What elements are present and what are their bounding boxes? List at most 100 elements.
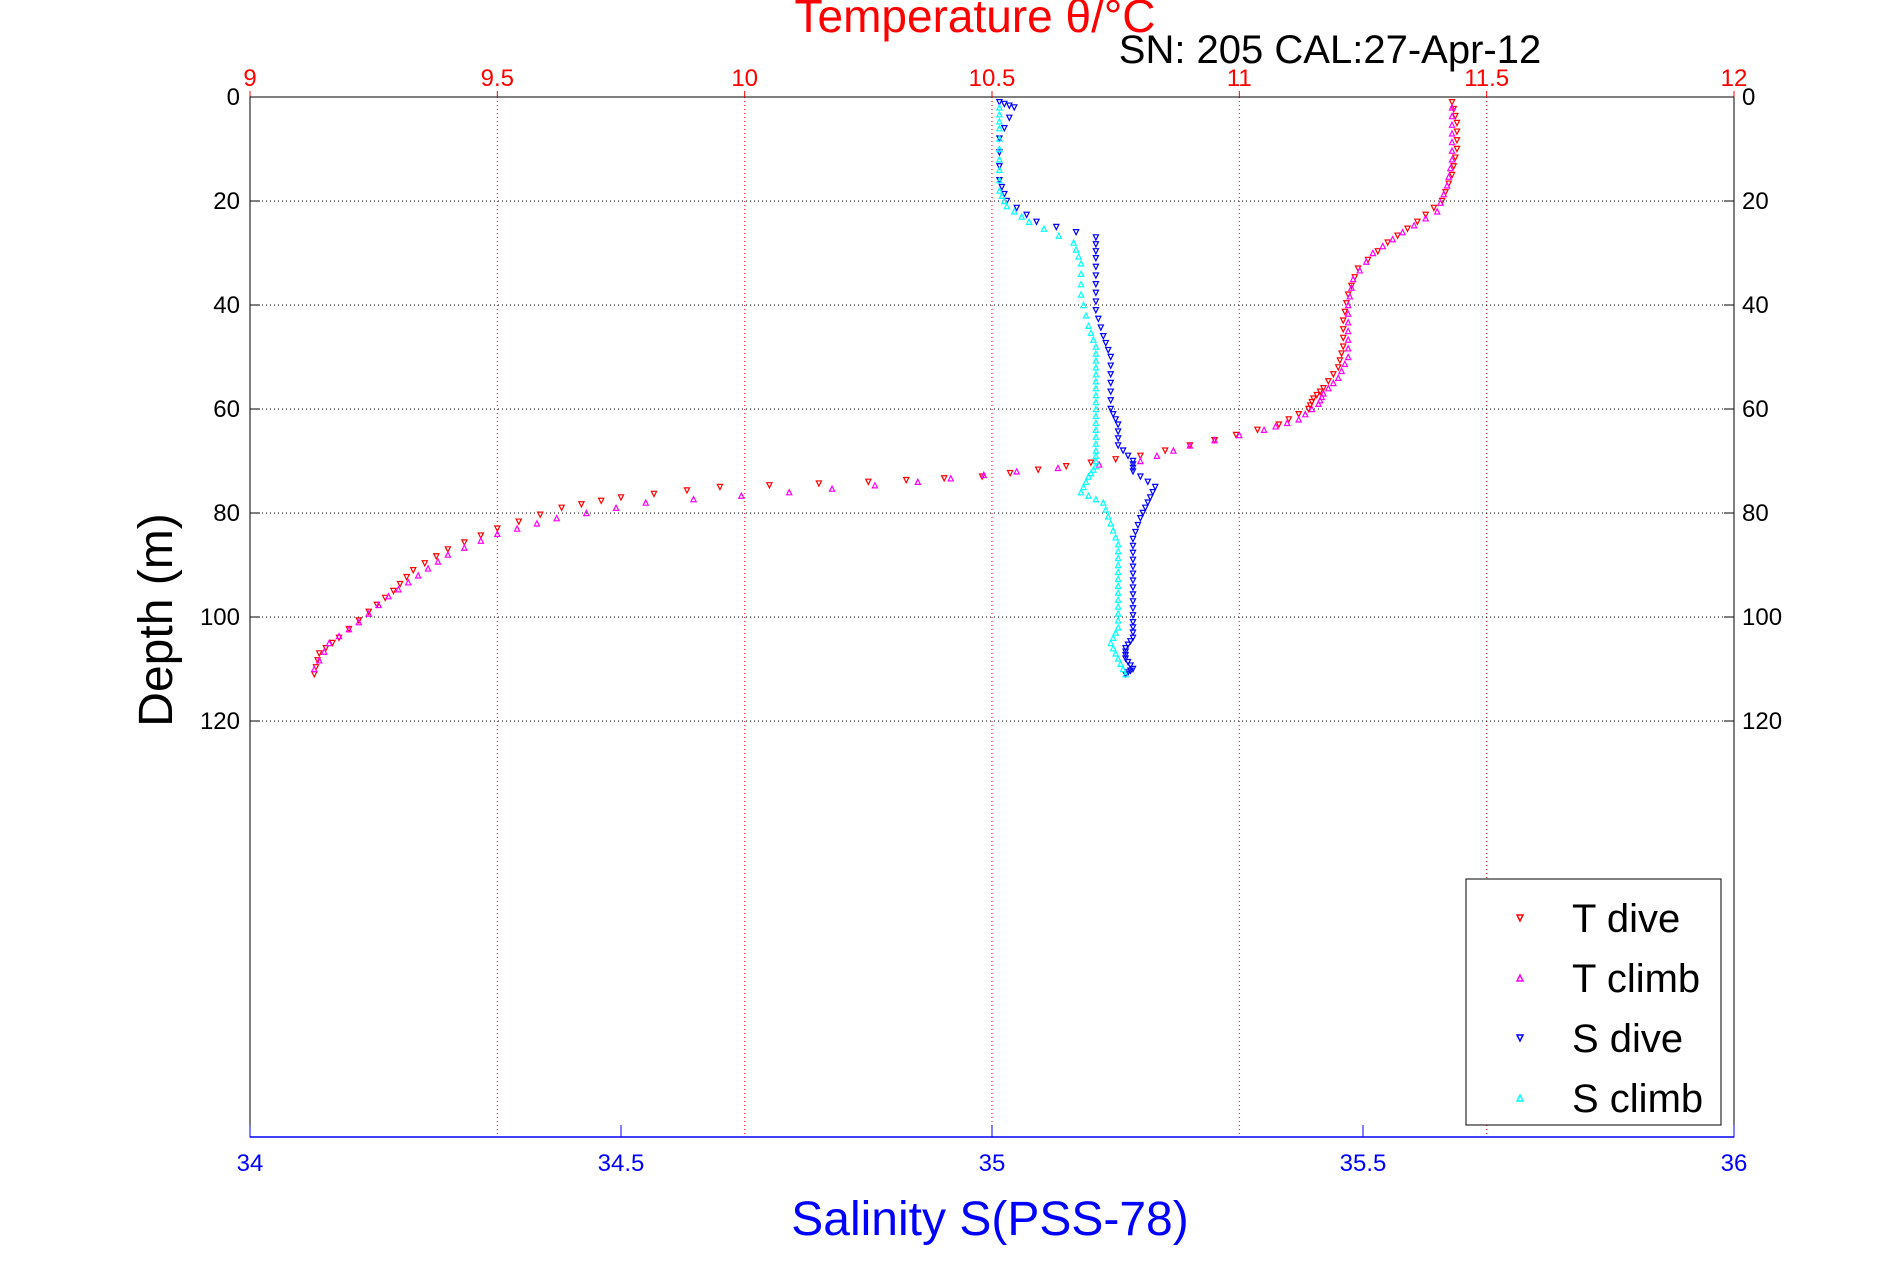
data-point: [1092, 411, 1100, 420]
data-point: [421, 560, 429, 568]
data-point: [1344, 344, 1352, 352]
data-point: [1087, 469, 1095, 477]
data-point: [1124, 669, 1132, 677]
data-point: [1121, 645, 1130, 653]
data-point: [1313, 391, 1321, 400]
data-point: [1109, 526, 1117, 534]
data-point: [477, 532, 485, 540]
data-point: [1124, 452, 1132, 460]
data-point: [1092, 432, 1100, 440]
data-point: [914, 477, 922, 485]
data-point: [1070, 238, 1078, 246]
data-point: [995, 134, 1003, 142]
data-point: [940, 475, 948, 483]
data-point: [1448, 138, 1456, 146]
data-point: [1344, 318, 1352, 326]
data-point: [577, 501, 585, 509]
data-point: [1448, 171, 1456, 179]
data-point: [1410, 221, 1418, 229]
data-point: [365, 608, 373, 616]
data-point: [1318, 392, 1326, 401]
data-point: [1003, 202, 1011, 210]
data-point: [1129, 464, 1137, 472]
data-point: [1314, 399, 1323, 407]
data-point: [1450, 105, 1458, 114]
data-point: [617, 494, 625, 502]
series-t-climb: [310, 103, 1456, 673]
data-point: [1000, 125, 1008, 133]
data-point: [1129, 665, 1137, 673]
legend-marker: [1515, 1034, 1525, 1043]
data-point: [1104, 346, 1112, 355]
data-point: [396, 580, 404, 589]
data-point: [1107, 405, 1115, 413]
data-point: [650, 490, 658, 498]
data-point: [995, 163, 1003, 171]
data-point: [1055, 231, 1063, 239]
data-point: [1422, 211, 1430, 219]
data-point: [1260, 425, 1268, 433]
data-point: [1013, 204, 1021, 212]
salinity-tick-label: 34.5: [598, 1150, 645, 1177]
data-point: [1005, 102, 1013, 110]
depth-tick-label-left: 120: [200, 708, 240, 735]
data-point: [1092, 281, 1100, 289]
data-point: [1272, 422, 1280, 430]
data-point: [1308, 405, 1316, 413]
data-point: [533, 519, 541, 527]
data-point: [1131, 528, 1140, 537]
data-point: [1144, 478, 1152, 486]
salinity-tick-label: 34: [237, 1150, 264, 1177]
data-point: [1129, 624, 1137, 632]
data-point: [1448, 155, 1456, 163]
data-point: [1295, 411, 1303, 419]
data-point: [1092, 495, 1100, 503]
data-point: [1337, 366, 1346, 375]
data-point: [1316, 388, 1324, 396]
data-point: [1114, 609, 1122, 617]
data-point: [515, 518, 523, 526]
data-point: [1006, 469, 1014, 478]
x-axis-label: Salinity S(PSS-78): [791, 1193, 1188, 1246]
data-point: [322, 645, 330, 653]
data-point: [1129, 612, 1137, 620]
data-point: [1095, 460, 1103, 468]
data-point: [1102, 339, 1110, 348]
temperature-tick-label: 12: [1721, 65, 1748, 92]
data-point: [1054, 463, 1062, 472]
data-point: [1339, 343, 1347, 351]
data-point: [355, 617, 363, 625]
data-point: [1087, 459, 1095, 467]
depth-tick-label-right: 40: [1742, 292, 1769, 319]
depth-tick-label-left: 40: [213, 292, 240, 319]
chart-title: Temperature θ/°C: [795, 0, 1156, 42]
data-point: [434, 557, 442, 565]
data-point: [1275, 421, 1283, 429]
data-point: [765, 482, 773, 490]
data-point: [1347, 283, 1356, 291]
data-point: [1398, 228, 1407, 236]
data-point: [995, 145, 1003, 153]
depth-tick-label-right: 120: [1742, 708, 1782, 735]
temperature-tick-label: 11.5: [1464, 65, 1509, 92]
data-point: [1032, 218, 1041, 226]
data-point: [1384, 239, 1392, 247]
legend-label: T climb: [1572, 957, 1700, 1001]
data-point: [1129, 584, 1137, 592]
series-t-dive: [310, 99, 1461, 679]
data-point: [1104, 512, 1112, 520]
y-axis-label: Depth (m): [130, 513, 183, 726]
depth-tick-label-left: 80: [213, 500, 240, 527]
data-point: [864, 478, 872, 486]
data-point: [1092, 462, 1100, 470]
ticks-layer: 9 9.5 10 10.5 11 11.5 12 34 34.5 35 35.5 36 0 0 20 20 40…: [200, 65, 1782, 1177]
data-point: [460, 539, 468, 547]
data-point: [1448, 112, 1456, 120]
data-point: [1092, 398, 1100, 406]
data-point: [995, 149, 1003, 157]
points-layer: [310, 99, 1461, 679]
data-point: [1079, 301, 1088, 309]
data-point: [1344, 327, 1352, 335]
data-point: [1453, 145, 1461, 153]
data-point: [1077, 259, 1085, 267]
